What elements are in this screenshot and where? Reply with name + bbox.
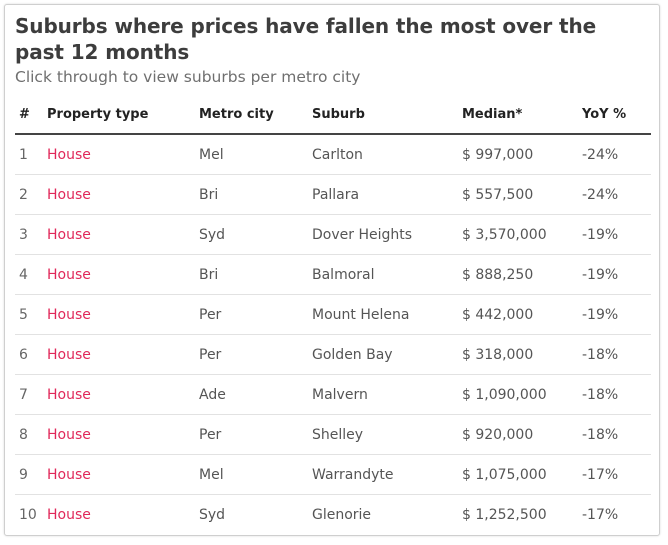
row-number: 1	[15, 134, 43, 175]
row-number: 8	[15, 414, 43, 455]
column-header-yoy: YoY %	[578, 95, 651, 135]
median-price: $ 920,000	[458, 414, 578, 455]
yoy-change: -18%	[578, 334, 651, 375]
metro-city: Syd	[199, 506, 226, 523]
suburbs-table: # Property type Metro city Suburb Median…	[15, 95, 651, 534]
column-header-number: #	[15, 95, 43, 135]
yoy-change: -18%	[578, 374, 651, 415]
yoy-change: -24%	[578, 134, 651, 175]
suburb-name: Glenorie	[312, 506, 372, 523]
table-row: 6 House Per Golden Bay $ 318,000 -18%	[15, 334, 651, 375]
page-subtitle: Click through to view suburbs per metro …	[15, 68, 361, 86]
suburb-name: Golden Bay	[308, 334, 458, 375]
yoy-change: -19%	[578, 214, 651, 255]
row-number: 9	[15, 454, 43, 495]
suburbs-table-card: Suburbs where prices have fallen the mos…	[4, 4, 660, 536]
metro-city: Bri	[195, 254, 308, 295]
property-type-link[interactable]: House	[43, 134, 195, 175]
row-number: 10	[19, 506, 37, 523]
suburb-name: Dover Heights	[308, 214, 458, 255]
row-number: 5	[15, 294, 43, 335]
suburb-name: Warrandyte	[308, 454, 458, 495]
table-row: 4 House Bri Balmoral $ 888,250 -19%	[15, 254, 651, 295]
row-number: 2	[15, 174, 43, 215]
yoy-change: -24%	[578, 174, 651, 215]
median-price: $ 1,090,000	[458, 374, 578, 415]
metro-city: Syd	[195, 214, 308, 255]
median-price: $ 888,250	[458, 254, 578, 295]
median-price: $ 442,000	[458, 294, 578, 335]
property-type-link[interactable]: House	[43, 214, 195, 255]
suburb-name: Shelley	[308, 414, 458, 455]
table-row: 7 House Ade Malvern $ 1,090,000 -18%	[15, 374, 651, 415]
yoy-change: -17%	[578, 454, 651, 495]
table-row: 2 House Bri Pallara $ 557,500 -24%	[15, 174, 651, 215]
table-row: 9 House Mel Warrandyte $ 1,075,000 -17%	[15, 454, 651, 495]
metro-city: Mel	[195, 134, 308, 175]
median-price: $ 997,000	[458, 134, 578, 175]
yoy-change: -17%	[582, 506, 619, 523]
metro-city: Bri	[195, 174, 308, 215]
property-type-link[interactable]: House	[43, 174, 195, 215]
property-type-link[interactable]: House	[43, 414, 195, 455]
row-number: 6	[15, 334, 43, 375]
suburb-name: Malvern	[308, 374, 458, 415]
page-title: Suburbs where prices have fallen the mos…	[15, 14, 597, 64]
suburb-name: Carlton	[308, 134, 458, 175]
table-row: 5 House Per Mount Helena $ 442,000 -19%	[15, 294, 651, 335]
property-type-link[interactable]: House	[43, 454, 195, 495]
yoy-change: -19%	[578, 294, 651, 335]
median-price: $ 1,252,500	[462, 506, 547, 523]
column-header-median: Median*	[458, 95, 578, 135]
column-header-suburb: Suburb	[308, 95, 458, 135]
median-price: $ 1,075,000	[458, 454, 578, 495]
column-header-metro-city: Metro city	[195, 95, 308, 135]
median-price: $ 3,570,000	[458, 214, 578, 255]
suburb-name: Balmoral	[308, 254, 458, 295]
metro-city: Ade	[195, 374, 308, 415]
table-row: 8 House Per Shelley $ 920,000 -18%	[15, 414, 651, 455]
table-row: 10 House Syd Glenorie $ 1,252,500 -17%	[15, 495, 651, 535]
median-price: $ 318,000	[458, 334, 578, 375]
suburb-name: Pallara	[308, 174, 458, 215]
table-header-row: # Property type Metro city Suburb Median…	[15, 95, 651, 135]
metro-city: Per	[195, 414, 308, 455]
property-type-link[interactable]: House	[47, 506, 91, 523]
median-price: $ 557,500	[458, 174, 578, 215]
row-number: 4	[15, 254, 43, 295]
metro-city: Mel	[195, 454, 308, 495]
column-header-property-type: Property type	[43, 95, 195, 135]
table-row: 3 House Syd Dover Heights $ 3,570,000 -1…	[15, 214, 651, 255]
property-type-link[interactable]: House	[43, 334, 195, 375]
row-number: 3	[15, 214, 43, 255]
property-type-link[interactable]: House	[43, 374, 195, 415]
suburb-name: Mount Helena	[308, 294, 458, 335]
table-row: 1 House Mel Carlton $ 997,000 -24%	[15, 134, 651, 175]
metro-city: Per	[195, 294, 308, 335]
yoy-change: -18%	[578, 414, 651, 455]
yoy-change: -19%	[578, 254, 651, 295]
row-number: 7	[15, 374, 43, 415]
metro-city: Per	[195, 334, 308, 375]
property-type-link[interactable]: House	[43, 254, 195, 295]
property-type-link[interactable]: House	[43, 294, 195, 335]
